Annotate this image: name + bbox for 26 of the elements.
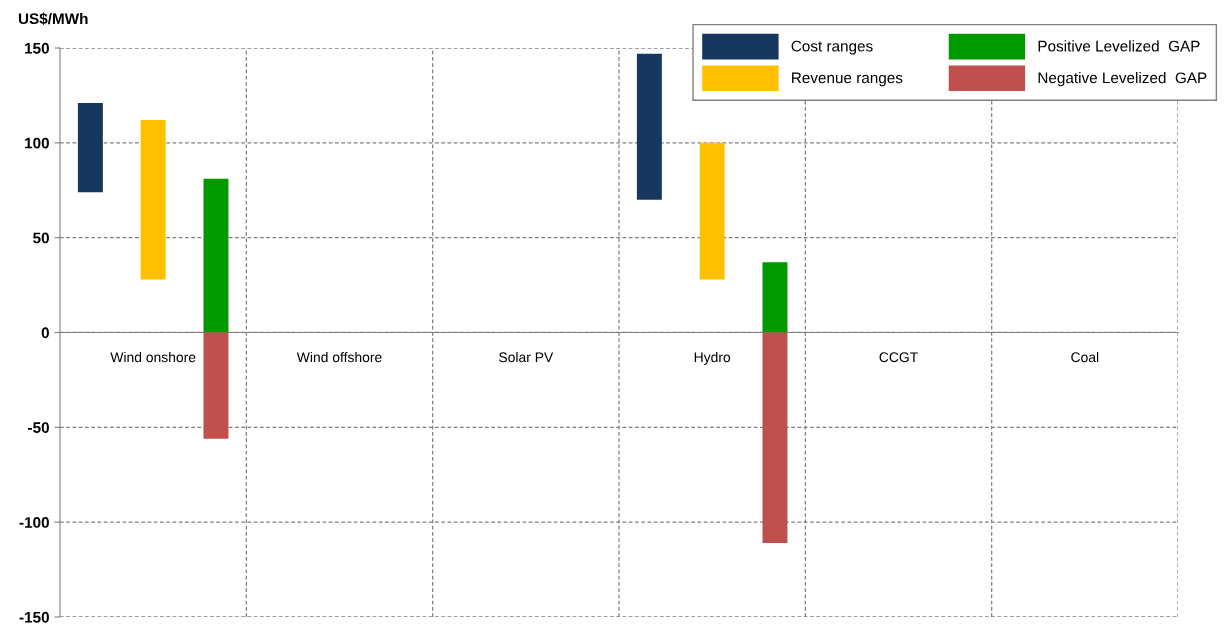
y-tick-label: -150 bbox=[19, 611, 49, 623]
y-tick-label: 150 bbox=[25, 42, 49, 54]
y-tick-label: 50 bbox=[33, 232, 49, 244]
bar bbox=[140, 120, 166, 280]
x-tick-label: Coal bbox=[1071, 351, 1099, 363]
x-tick-label: CCGT bbox=[879, 352, 918, 363]
x-tick-label: Solar PV bbox=[499, 351, 554, 363]
y-tick-label: -50 bbox=[28, 422, 49, 434]
bar bbox=[77, 103, 103, 193]
bar bbox=[699, 142, 725, 280]
bar bbox=[203, 178, 229, 333]
y-tick-label: 100 bbox=[25, 137, 49, 149]
legend-label: Negative Levelized GAP bbox=[1038, 72, 1207, 87]
x-tick-label: Wind offshore bbox=[296, 351, 382, 363]
bar bbox=[203, 332, 229, 439]
legend-label: Cost ranges bbox=[791, 40, 873, 55]
bar bbox=[762, 262, 788, 333]
y-tick-label: -100 bbox=[19, 517, 49, 528]
y-tick-label: 0 bbox=[41, 327, 49, 339]
legend-label: Positive Levelized GAP bbox=[1038, 40, 1200, 52]
bar bbox=[762, 332, 788, 544]
x-tick-label: Wind onshore bbox=[110, 351, 196, 363]
x-tick-label: Hydro bbox=[694, 351, 731, 365]
bar bbox=[636, 53, 662, 200]
y-axis-title: US$/MWh bbox=[18, 12, 88, 26]
legend-label: Revenue ranges bbox=[792, 72, 903, 87]
